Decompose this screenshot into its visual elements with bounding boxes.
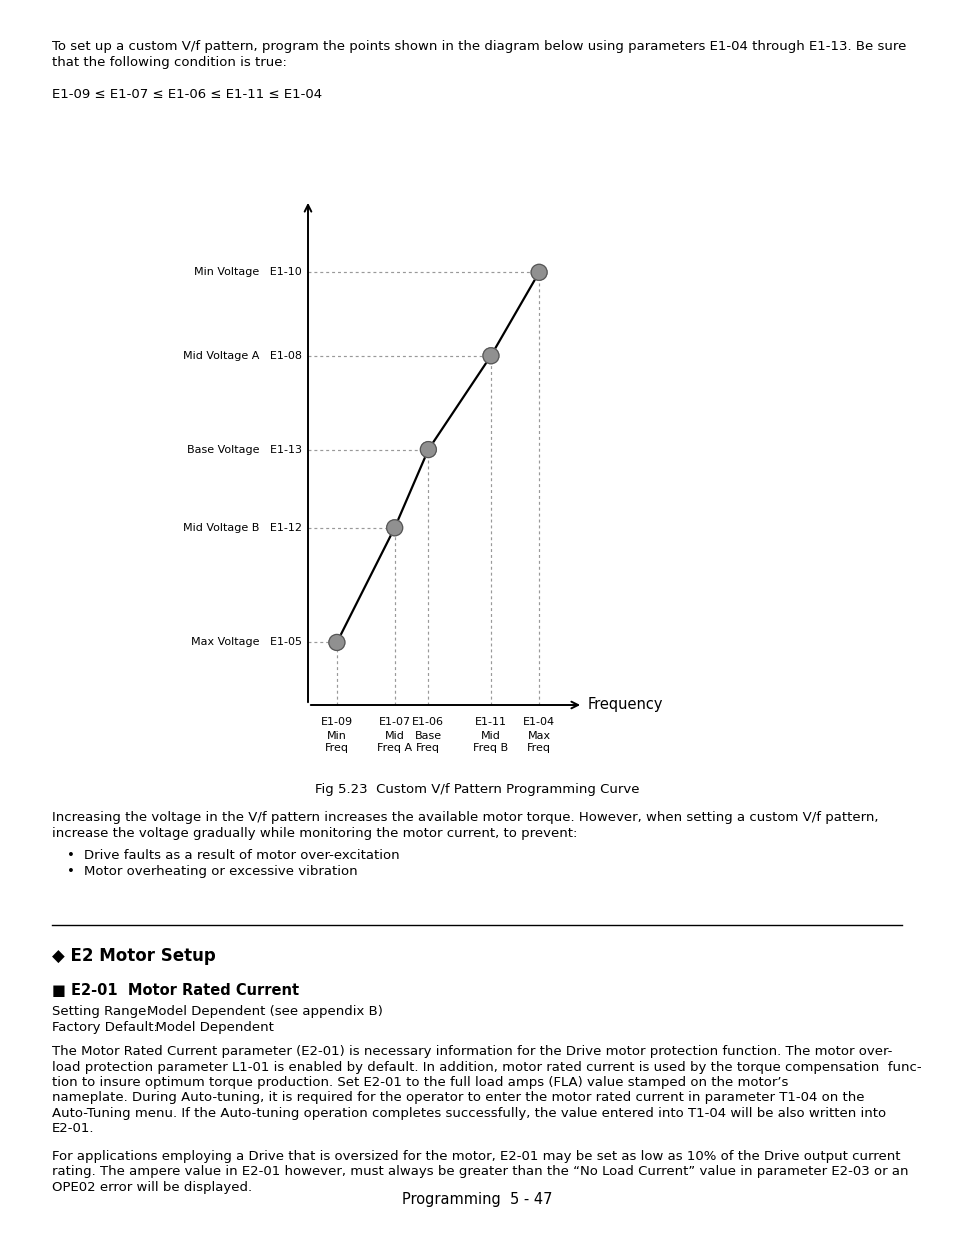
Text: ◆ E2 Motor Setup: ◆ E2 Motor Setup <box>52 947 215 965</box>
Text: rating. The ampere value in E2-01 however, must always be greater than the “No L: rating. The ampere value in E2-01 howeve… <box>52 1166 907 1178</box>
Text: Auto-Tuning menu. If the Auto-tuning operation completes successfully, the value: Auto-Tuning menu. If the Auto-tuning ope… <box>52 1107 885 1120</box>
Text: Mid
Freq A: Mid Freq A <box>376 731 412 752</box>
Text: Base Voltage   E1-13: Base Voltage E1-13 <box>187 445 302 454</box>
Circle shape <box>531 264 546 280</box>
Text: E1-07: E1-07 <box>378 718 411 727</box>
Text: OPE02 error will be displayed.: OPE02 error will be displayed. <box>52 1181 252 1194</box>
Text: The Motor Rated Current parameter (E2-01) is necessary information for the Drive: The Motor Rated Current parameter (E2-01… <box>52 1045 891 1058</box>
Text: Max Voltage   E1-05: Max Voltage E1-05 <box>191 637 302 647</box>
Text: Model Dependent (see appendix B): Model Dependent (see appendix B) <box>147 1005 382 1018</box>
Text: Min Voltage   E1-10: Min Voltage E1-10 <box>194 267 302 278</box>
Text: that the following condition is true:: that the following condition is true: <box>52 56 287 69</box>
Text: E1-04: E1-04 <box>522 718 555 727</box>
Text: Frequency: Frequency <box>587 698 662 713</box>
Circle shape <box>420 442 436 458</box>
Text: tion to insure optimum torque production. Set E2-01 to the full load amps (FLA) : tion to insure optimum torque production… <box>52 1076 787 1089</box>
Text: E1-06: E1-06 <box>412 718 444 727</box>
Text: E1-11: E1-11 <box>475 718 506 727</box>
Text: To set up a custom V/f pattern, program the points shown in the diagram below us: To set up a custom V/f pattern, program … <box>52 40 905 53</box>
Text: •: • <box>67 864 74 878</box>
Text: E1-09: E1-09 <box>320 718 353 727</box>
Text: Drive faults as a result of motor over-excitation: Drive faults as a result of motor over-e… <box>84 848 399 862</box>
Text: E1-09 ≤ E1-07 ≤ E1-06 ≤ E1-11 ≤ E1-04: E1-09 ≤ E1-07 ≤ E1-06 ≤ E1-11 ≤ E1-04 <box>52 88 322 101</box>
Text: increase the voltage gradually while monitoring the motor current, to prevent:: increase the voltage gradually while mon… <box>52 827 577 840</box>
Text: Mid Voltage A   E1-08: Mid Voltage A E1-08 <box>183 351 302 361</box>
Text: Mid
Freq B: Mid Freq B <box>473 731 508 752</box>
Text: •: • <box>67 848 74 862</box>
Text: Factory Default:: Factory Default: <box>52 1021 157 1034</box>
Text: Min
Freq: Min Freq <box>325 731 349 752</box>
Text: ■ E2-01  Motor Rated Current: ■ E2-01 Motor Rated Current <box>52 983 299 998</box>
Text: Setting Range:: Setting Range: <box>52 1005 151 1018</box>
Text: Motor overheating or excessive vibration: Motor overheating or excessive vibration <box>84 864 357 878</box>
Text: nameplate. During Auto-tuning, it is required for the operator to enter the moto: nameplate. During Auto-tuning, it is req… <box>52 1092 863 1104</box>
Text: Model Dependent: Model Dependent <box>147 1021 274 1034</box>
Text: Max
Freq: Max Freq <box>527 731 551 752</box>
Text: For applications employing a Drive that is oversized for the motor, E2-01 may be: For applications employing a Drive that … <box>52 1150 900 1163</box>
Text: Fig 5.23  Custom V/f Pattern Programming Curve: Fig 5.23 Custom V/f Pattern Programming … <box>314 783 639 797</box>
Text: Increasing the voltage in the V/f pattern increases the available motor torque. : Increasing the voltage in the V/f patter… <box>52 811 878 824</box>
Text: Programming  5 - 47: Programming 5 - 47 <box>401 1192 552 1207</box>
Circle shape <box>386 520 402 536</box>
Text: Mid Voltage B   E1-12: Mid Voltage B E1-12 <box>183 522 302 532</box>
Text: Base
Freq: Base Freq <box>415 731 441 752</box>
Circle shape <box>482 348 498 364</box>
Text: load protection parameter L1-01 is enabled by default. In addition, motor rated : load protection parameter L1-01 is enabl… <box>52 1061 921 1073</box>
Text: E2-01.: E2-01. <box>52 1123 94 1135</box>
Circle shape <box>329 635 345 651</box>
